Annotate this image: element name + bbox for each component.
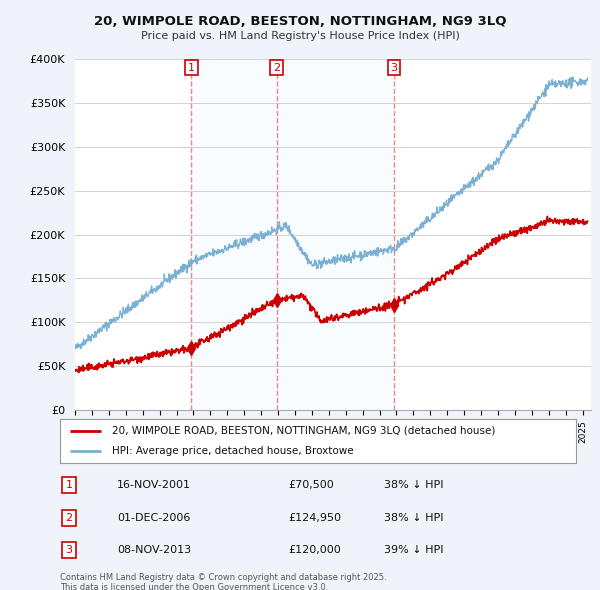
Bar bbox=[191, 59, 277, 410]
Text: 20, WIMPOLE ROAD, BEESTON, NOTTINGHAM, NG9 3LQ (detached house): 20, WIMPOLE ROAD, BEESTON, NOTTINGHAM, N… bbox=[112, 426, 495, 436]
Text: £120,000: £120,000 bbox=[288, 545, 341, 555]
Text: £70,500: £70,500 bbox=[288, 480, 334, 490]
Text: Price paid vs. HM Land Registry's House Price Index (HPI): Price paid vs. HM Land Registry's House … bbox=[140, 31, 460, 41]
Text: 20, WIMPOLE ROAD, BEESTON, NOTTINGHAM, NG9 3LQ: 20, WIMPOLE ROAD, BEESTON, NOTTINGHAM, N… bbox=[94, 15, 506, 28]
Text: 39% ↓ HPI: 39% ↓ HPI bbox=[384, 545, 443, 555]
Text: 3: 3 bbox=[391, 63, 397, 73]
Text: £124,950: £124,950 bbox=[288, 513, 341, 523]
Text: 01-DEC-2006: 01-DEC-2006 bbox=[117, 513, 190, 523]
Text: 38% ↓ HPI: 38% ↓ HPI bbox=[384, 480, 443, 490]
Text: HPI: Average price, detached house, Broxtowe: HPI: Average price, detached house, Brox… bbox=[112, 446, 353, 456]
Text: 1: 1 bbox=[65, 480, 73, 490]
Bar bbox=[277, 59, 394, 410]
Text: 16-NOV-2001: 16-NOV-2001 bbox=[117, 480, 191, 490]
Text: 1: 1 bbox=[188, 63, 195, 73]
Text: Contains HM Land Registry data © Crown copyright and database right 2025.
This d: Contains HM Land Registry data © Crown c… bbox=[60, 573, 386, 590]
Text: 08-NOV-2013: 08-NOV-2013 bbox=[117, 545, 191, 555]
Text: 2: 2 bbox=[273, 63, 280, 73]
Text: 2: 2 bbox=[65, 513, 73, 523]
Text: 3: 3 bbox=[65, 545, 73, 555]
Text: 38% ↓ HPI: 38% ↓ HPI bbox=[384, 513, 443, 523]
